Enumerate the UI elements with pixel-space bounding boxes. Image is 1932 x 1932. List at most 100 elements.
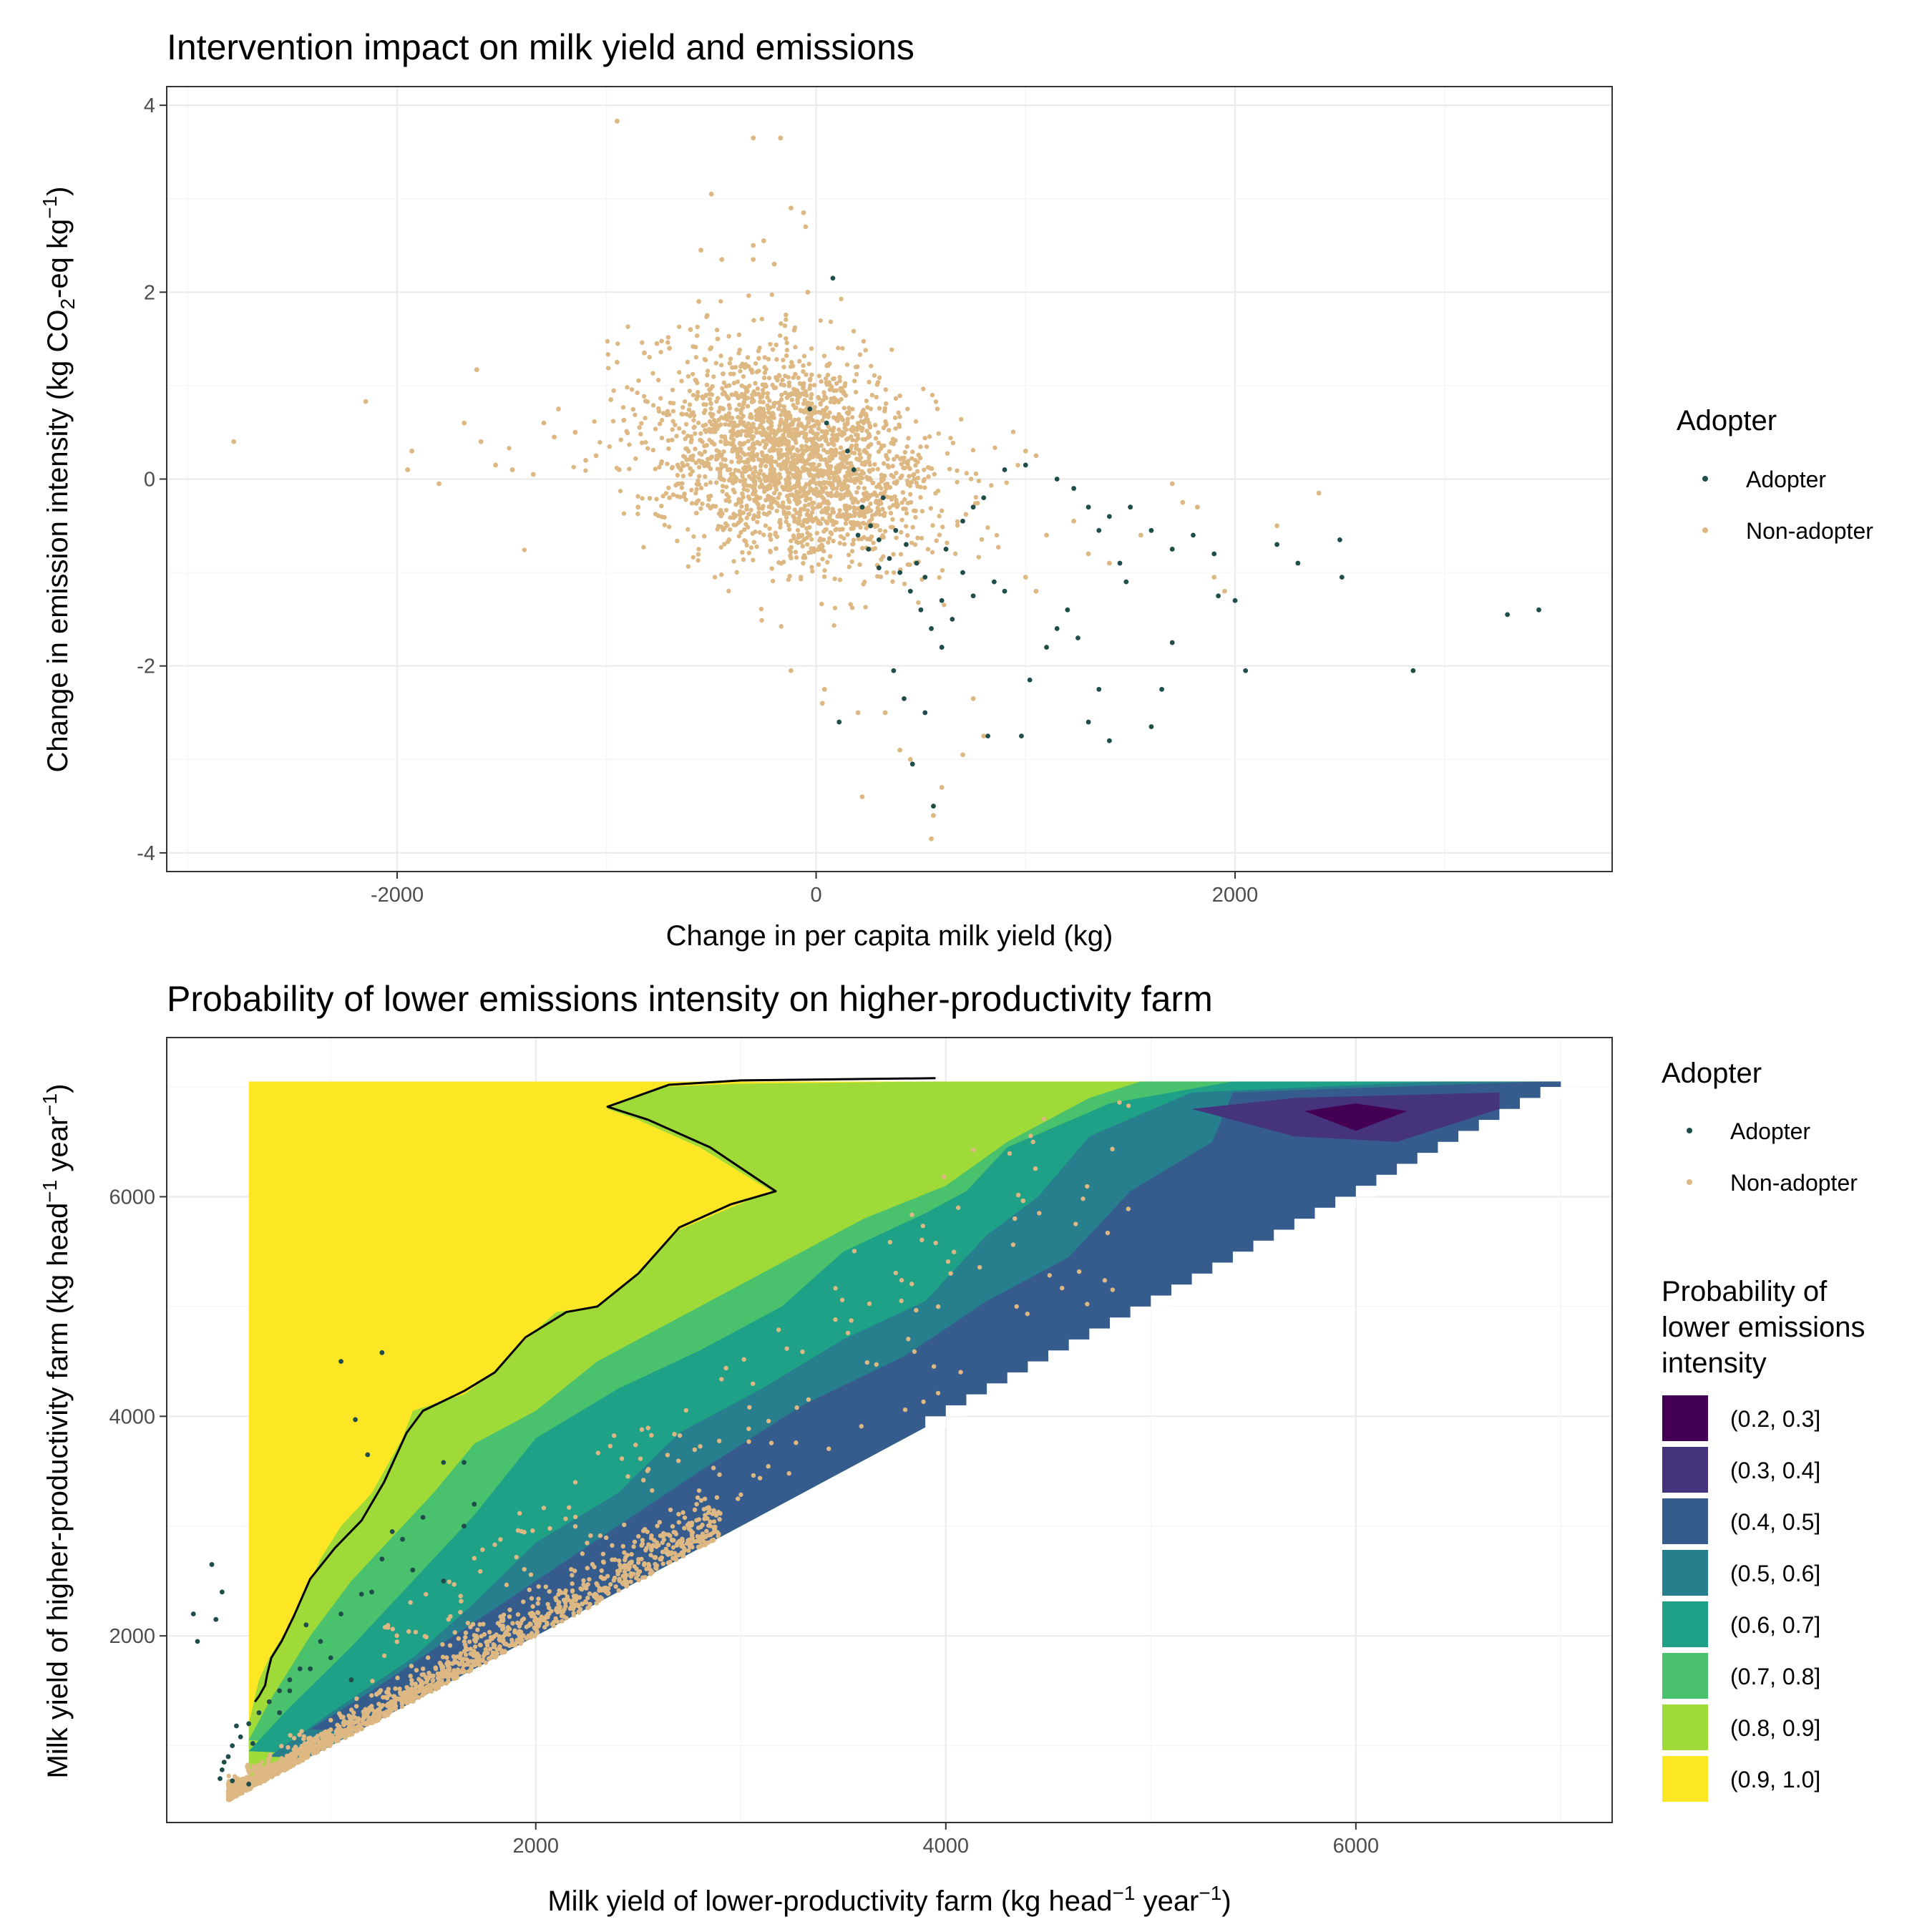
adopter-point [1123,579,1129,585]
non-adopter-point [654,497,659,502]
non-adopter-point [776,456,782,461]
non-adopter-point [807,456,812,461]
non-adopter-point [761,532,766,537]
non-adopter-point [848,427,854,432]
non-adopter-point [676,1520,682,1525]
non-adopter-point [308,1735,313,1741]
adopter-point [1536,607,1541,613]
non-adopter-point [786,474,791,479]
non-adopter-point [907,474,912,479]
fill-legend-label: (0.9, 1.0] [1730,1767,1820,1792]
non-adopter-point [741,557,746,562]
non-adopter-point [621,511,627,516]
non-adopter-point [665,335,671,340]
non-adopter-point [665,409,670,414]
non-adopter-point [1033,588,1039,594]
non-adopter-point [846,411,851,416]
non-adopter-point [1076,1269,1082,1274]
non-adopter-point [955,523,960,528]
non-adopter-point [950,440,956,446]
adopter-point [338,1359,343,1365]
non-adopter-point [743,362,748,367]
non-adopter-point [948,1271,953,1276]
non-adopter-point [660,1561,665,1566]
staircase-step [1007,1372,1028,1384]
non-adopter-point [367,1705,372,1710]
non-adopter-point [798,381,804,386]
non-adopter-point [743,522,748,527]
non-adopter-point [291,1747,296,1752]
non-adopter-point [592,1564,597,1570]
non-adopter-point [833,1286,838,1291]
non-adopter-point [733,391,738,396]
non-adopter-point [703,402,708,407]
adopter-point [369,1589,374,1595]
non-adopter-point [650,1488,655,1493]
non-adopter-point [933,399,939,404]
non-adopter-point [726,537,731,542]
non-adopter-point [571,1613,577,1618]
non-adopter-point [696,420,701,426]
non-adopter-point [672,1432,677,1437]
non-adopter-point [409,1664,414,1669]
non-adopter-point [770,382,775,388]
adopter-point [462,1523,467,1529]
non-adopter-point [887,505,892,510]
non-adopter-point [553,1607,559,1613]
non-adopter-point [631,1544,636,1549]
non-adopter-point [828,319,834,324]
non-adopter-point [712,1526,718,1531]
non-adopter-point [806,470,811,476]
non-adopter-point [667,495,673,501]
adopter-point [266,1699,272,1704]
non-adopter-point [865,435,871,440]
non-adopter-point [937,514,942,519]
non-adopter-point [507,1607,512,1612]
non-adopter-point [801,384,806,389]
non-adopter-point [794,430,800,436]
non-adopter-point [665,462,670,467]
non-adopter-point [643,439,648,445]
non-adopter-point [619,1456,625,1461]
non-adopter-point [777,333,783,338]
non-adopter-point [646,1566,651,1571]
non-adopter-point [837,379,842,384]
non-adopter-point [821,481,826,486]
non-adopter-point [859,1424,864,1429]
adopter-point [1505,612,1511,618]
non-adopter-point [821,414,826,419]
non-adopter-point [773,385,779,391]
staircase-step [1191,1273,1213,1285]
non-adopter-point [753,361,758,366]
non-adopter-point [742,477,748,482]
non-adopter-point [734,570,739,575]
non-adopter-point [834,486,839,491]
non-adopter-point [862,521,867,526]
non-adopter-point [349,1721,355,1726]
non-adopter-point [680,454,686,459]
non-adopter-point [723,421,728,427]
non-adopter-point [824,560,830,565]
non-adopter-point [907,483,913,489]
non-adopter-point [245,1775,250,1780]
non-adopter-point [897,747,903,753]
non-adopter-point [701,396,706,401]
non-adopter-point [666,446,671,452]
non-adopter-point [696,474,702,479]
non-adopter-point [737,402,742,407]
non-adopter-point [758,462,763,467]
non-adopter-point [892,494,897,499]
non-adopter-point [801,560,806,566]
staircase-step [1089,1328,1111,1340]
non-adopter-point [408,1687,414,1692]
top-gridlines [167,87,1612,872]
non-adopter-point [792,452,797,457]
adopter-point [836,719,842,725]
non-adopter-point [369,1693,374,1698]
non-adopter-point [688,472,693,477]
non-adopter-point [737,454,743,459]
non-adopter-point [298,1752,303,1758]
non-adopter-point [611,1578,616,1583]
adopter-point [897,570,903,575]
non-adopter-point [758,478,763,483]
